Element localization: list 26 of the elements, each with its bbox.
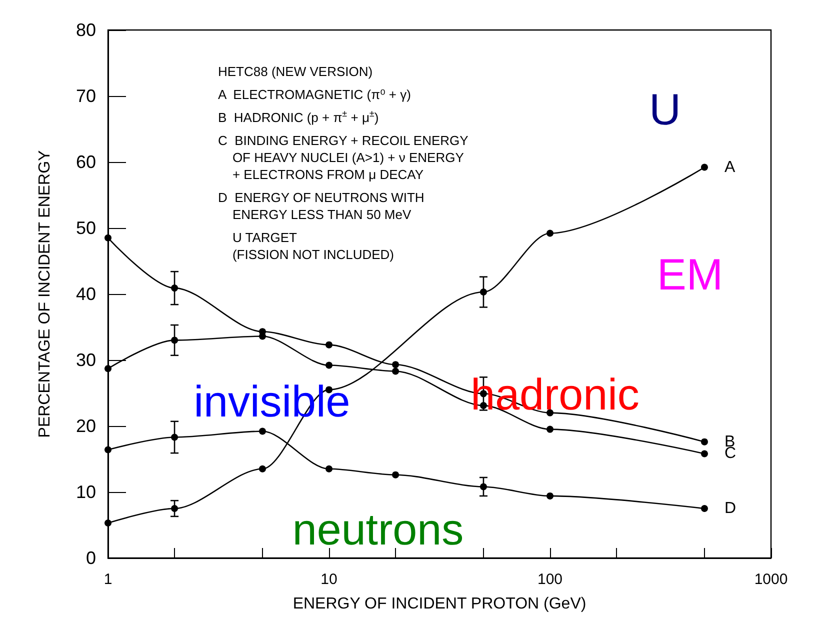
y-tick-label: 20	[76, 416, 96, 436]
y-tick-label: 10	[76, 482, 96, 502]
series-label: A	[724, 158, 736, 176]
y-tick-label: 40	[76, 284, 96, 304]
y-tick-label: 80	[76, 20, 96, 40]
annotation: U	[649, 86, 681, 134]
annotation: U TARGET (FISSION NOT INCLUDED)	[218, 230, 394, 262]
annotation: B HADRONIC (p + π± + μ±)	[218, 108, 379, 125]
x-tick-label: 1000	[754, 571, 788, 588]
y-axis-title: PERCENTAGE OF INCIDENT ENERGY	[36, 150, 54, 438]
y-tick-label: 70	[76, 86, 96, 106]
y-tick-label: 0	[86, 548, 96, 568]
annotation: neutrons	[292, 506, 464, 554]
x-axis-title: ENERGY OF INCIDENT PROTON (GeV)	[292, 596, 586, 612]
annotation: HETC88 (NEW VERSION)	[218, 64, 373, 79]
x-tick-label: 100	[537, 571, 563, 588]
annotation: EM	[657, 250, 723, 300]
y-tick-label: 30	[76, 350, 96, 370]
annotation: D ENERGY OF NEUTRONS WITH ENERGY LESS THAN 50 MeV	[218, 190, 424, 222]
series-label: D	[724, 500, 736, 517]
annotation: A ELECTROMAGNETIC (π⁰ + γ)	[218, 87, 411, 102]
y-tick-label: 50	[76, 218, 96, 238]
y-tick-label: 60	[76, 152, 96, 172]
annotation: C BINDING ENERGY + RECOIL ENERGY OF HEAVY NUCLEI (A>1) + ν ENERGY + ELECTRONS FROM μ DECAY	[218, 133, 469, 182]
x-tick-label: 1	[104, 571, 112, 588]
x-tick-label: 10	[320, 571, 338, 588]
